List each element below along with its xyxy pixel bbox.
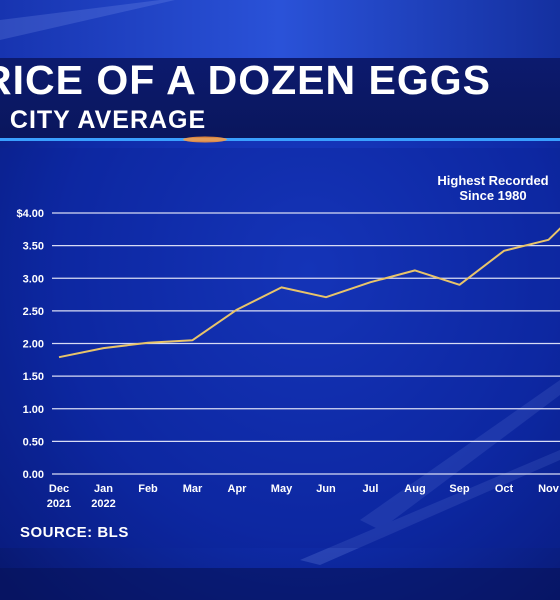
chart-title: RICE OF A DOZEN EGGS [0,57,491,103]
price-line [58,227,560,359]
series-line [58,227,560,359]
x-tick-label: 2022 [91,498,115,510]
title-bar [0,58,560,140]
x-tick-label: Nov [538,483,560,495]
y-tick-label: $4.00 [16,208,44,220]
chart-panel [0,148,560,548]
annotation-line-2: Since 1980 [459,188,527,203]
y-tick-label: 0.50 [23,436,44,448]
top-band [0,0,560,58]
x-tick-label: Jul [363,483,379,495]
chart-annotation: Highest Recorded Since 1980 [418,173,560,203]
y-tick-label: 3.00 [23,273,44,285]
x-tick-label: Jun [316,483,336,495]
x-tick-label: Oct [495,483,514,495]
x-tick-label: Aug [404,483,425,495]
y-tick-label: 1.50 [23,371,44,383]
decorative-streaks [0,0,560,565]
annotation-line-1: Highest Recorded [437,173,549,188]
x-tick-label: Mar [183,483,203,495]
y-tick-label: 2.00 [23,339,44,351]
y-tick-label: 2.50 [23,306,44,318]
x-tick-label: Apr [228,483,248,495]
x-tick-label: Feb [138,483,158,495]
y-tick-label: 3.50 [23,241,44,253]
accent-rule [0,136,560,143]
chart-subtitle: . CITY AVERAGE [0,106,207,134]
grid-lines [52,212,560,475]
x-tick-label: Jan [94,483,113,495]
source-label: SOURCE: BLS [20,524,129,541]
y-tick-label: 0.00 [23,469,44,481]
x-tick-label: Sep [449,483,469,495]
x-tick-label: Dec [49,483,69,495]
x-tick-label: May [271,483,293,495]
bottom-band [0,568,560,600]
x-tick-label: 2021 [47,498,71,510]
y-axis-ticks: 0.00 0.50 1.00 1.50 2.00 2.50 3.00 3.50 $4.00 [16,208,44,481]
y-tick-label: 1.00 [23,404,44,416]
x-axis-ticks: Dec 2021 Jan 2022 Feb Mar Apr May Jun Jul Aug Sep Oc… [47,483,560,510]
